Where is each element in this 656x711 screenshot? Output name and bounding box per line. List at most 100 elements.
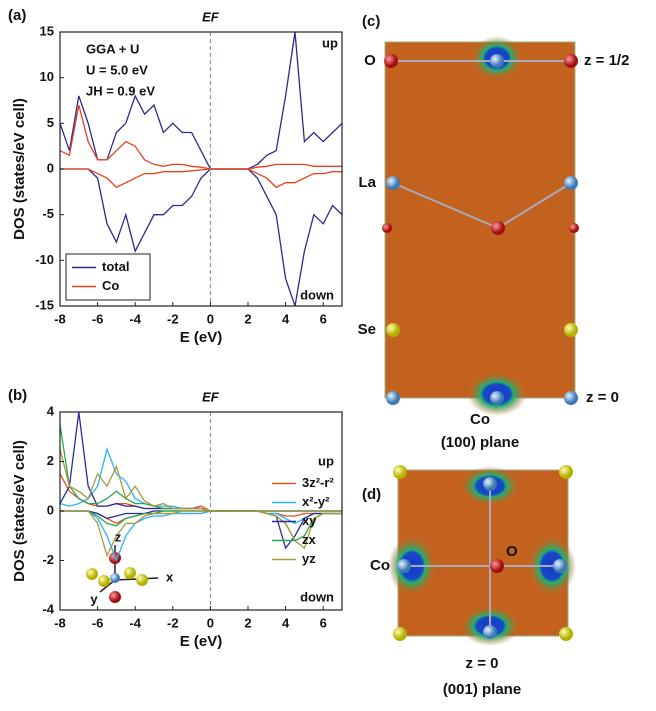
atom-co (397, 559, 411, 573)
atom-co (490, 391, 504, 405)
annotation: down (300, 589, 334, 604)
legend-label: Co (102, 278, 119, 293)
dos-line (60, 510, 342, 550)
x-tick-label: -8 (54, 311, 66, 326)
dos-line (60, 510, 342, 563)
atom-o (564, 54, 578, 68)
atom-o (569, 223, 579, 233)
panel-label: (d) (362, 486, 381, 503)
atom-se (393, 627, 407, 641)
y-tick-label: -15 (35, 297, 54, 312)
atom-label: Se (358, 321, 376, 338)
atom-label: O (506, 543, 518, 560)
annotation: up (318, 453, 334, 468)
x-tick-label: -6 (92, 311, 104, 326)
atom-se (564, 323, 578, 337)
annotation: GGA + U (86, 41, 139, 56)
atom-se (386, 323, 400, 337)
panel-label: (c) (362, 13, 380, 30)
atom-se (98, 575, 110, 587)
annotation: z (115, 529, 122, 544)
x-tick-label: 4 (282, 311, 290, 326)
legend-label: yz (302, 551, 316, 566)
atom-o (384, 54, 398, 68)
atom-la (564, 176, 578, 190)
x-tick-label: 0 (207, 311, 214, 326)
atom-co (483, 625, 497, 639)
y-tick-label: -4 (42, 601, 54, 616)
legend-label: x²-y² (302, 494, 330, 509)
y-tick-label: 4 (47, 403, 55, 418)
y-tick-label: 2 (47, 453, 54, 468)
atom-se (86, 568, 98, 580)
atom-co (483, 477, 497, 491)
x-tick-label: -6 (92, 615, 104, 630)
y-axis-label: DOS (states/eV cell) (11, 98, 28, 240)
atom-se (124, 567, 136, 579)
legend-label: 3z²-r² (302, 475, 334, 490)
z-label: z = 1/2 (584, 52, 629, 69)
z-label: z = 0 (586, 389, 619, 406)
legend-label: total (102, 259, 129, 274)
x-tick-label: 0 (207, 615, 214, 630)
atom-o (109, 591, 121, 603)
dos-line (60, 168, 342, 306)
plot-area (60, 32, 342, 306)
atom-label: La (358, 174, 376, 191)
x-tick-label: -2 (167, 311, 179, 326)
atom-co (564, 391, 578, 405)
y-axis-label: DOS (states/eV cell) (11, 440, 28, 582)
atom-label: O (364, 52, 376, 69)
x-tick-label: -8 (54, 615, 66, 630)
y-tick-label: 10 (40, 69, 54, 84)
x-axis-label: E (eV) (180, 633, 223, 650)
atom-se (393, 465, 407, 479)
atom-co (553, 559, 567, 573)
atom-se (136, 574, 148, 586)
dos-line (60, 168, 342, 189)
annotation: down (300, 287, 334, 302)
atom-label: Co (470, 411, 490, 428)
plane-label: (100) plane (441, 434, 519, 451)
dos-line (60, 448, 342, 512)
plane-label: (001) plane (443, 681, 521, 698)
dos-line (60, 104, 342, 170)
atom-o (490, 559, 504, 573)
atom-se (559, 465, 573, 479)
y-tick-label: 0 (47, 160, 54, 175)
legend-label: zx (302, 532, 317, 547)
x-tick-label: 2 (244, 615, 251, 630)
legend-label: xy (302, 513, 317, 528)
annotation: up (322, 35, 338, 50)
plot-area (60, 412, 342, 563)
axes-inset (86, 545, 159, 603)
dos-line (60, 412, 342, 512)
x-tick-label: -4 (129, 615, 141, 630)
annotation: x (166, 569, 174, 584)
panel-d: (d) Co O z = 0 (001) plane (362, 465, 576, 698)
panel-label: (a) (8, 7, 26, 24)
legend-box (65, 253, 151, 301)
panel-label: (b) (8, 387, 27, 404)
y-tick-label: 5 (47, 115, 54, 130)
y-tick-label: -10 (35, 252, 54, 267)
dos-line (60, 510, 342, 558)
x-tick-label: -2 (167, 615, 179, 630)
fermi-label: EF (202, 9, 220, 24)
x-axis-label: E (eV) (180, 329, 223, 346)
atom-o (382, 223, 392, 233)
x-tick-label: 6 (320, 311, 327, 326)
annotation: JH = 0.9 eV (86, 83, 155, 98)
y-tick-label: 0 (47, 502, 54, 517)
y-tick-label: -5 (42, 206, 54, 221)
atom-co (110, 573, 120, 583)
z-label: z = 0 (466, 655, 499, 672)
atom-se (559, 627, 573, 641)
annotation: y (90, 591, 98, 606)
atom-o (491, 221, 505, 235)
panel-c: (c) O z = 1/2 La Se z = 0 Co (100) plane (358, 13, 630, 451)
fermi-label: EF (202, 389, 220, 404)
atom-la (386, 176, 400, 190)
x-tick-label: 4 (282, 615, 290, 630)
